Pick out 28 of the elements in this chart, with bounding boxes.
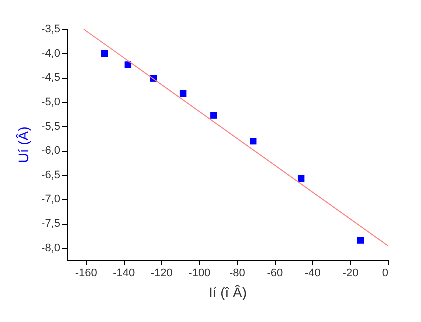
x-tick-label: -20 [342, 268, 359, 280]
x-tick-label: -120 [150, 268, 173, 280]
y-tick-label: -3,5 [42, 24, 60, 36]
x-tick-label: 0 [382, 268, 388, 280]
y-tick-label: -5,0 [42, 96, 60, 108]
x-tick-label: -160 [75, 268, 98, 280]
y-tick-label: -6,0 [42, 145, 60, 158]
x-tick-label: -60 [267, 268, 284, 280]
x-tick-label: -100 [188, 268, 211, 280]
y-tick-label: -7,0 [42, 194, 60, 206]
y-tick-label: -5,5 [42, 120, 60, 133]
y-axis-title: Uí (Â) [16, 126, 32, 164]
point [101, 50, 108, 58]
x-tick-label: -140 [113, 268, 136, 280]
x-tick-label: -40 [305, 268, 321, 280]
y-tick-label: -4,0 [42, 48, 60, 60]
point [250, 138, 257, 145]
y-tick-label: -4,5 [42, 72, 60, 84]
point [357, 237, 364, 244]
x-tick-label: -80 [229, 268, 246, 280]
point [180, 90, 187, 98]
point [124, 62, 132, 68]
y-tick-label: -7,5 [42, 218, 60, 230]
y-tick-label: -8,0 [42, 242, 60, 254]
point [210, 112, 218, 119]
x-axis-title: Ií (î Â) [208, 284, 248, 300]
y-tick-label: -6,5 [42, 169, 60, 182]
point [298, 175, 305, 182]
